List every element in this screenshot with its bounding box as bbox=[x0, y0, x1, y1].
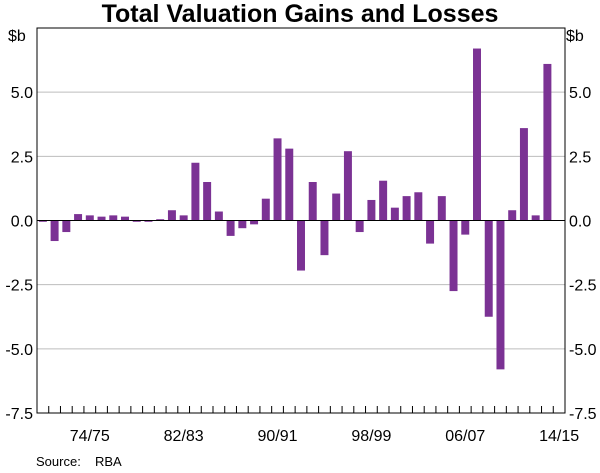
bar bbox=[543, 63, 552, 221]
bar bbox=[62, 220, 71, 233]
source-label: Source: bbox=[36, 454, 81, 469]
y-axis-unit-right: $b bbox=[566, 28, 584, 45]
bar bbox=[355, 220, 364, 233]
bar bbox=[191, 162, 200, 221]
y-tick-label-right: 5.0 bbox=[569, 85, 591, 102]
bar bbox=[473, 48, 481, 221]
y-tick-label-left: -2.5 bbox=[5, 278, 33, 295]
bar bbox=[156, 219, 165, 221]
y-tick-label-right: -7.5 bbox=[569, 406, 597, 423]
y-tick-label-right: -5.0 bbox=[569, 342, 597, 359]
bar bbox=[519, 128, 528, 221]
bar bbox=[273, 138, 282, 221]
bar bbox=[332, 193, 341, 221]
bar bbox=[109, 215, 118, 221]
bar bbox=[121, 216, 129, 221]
bar bbox=[484, 220, 493, 317]
y-tick-label-right: 2.5 bbox=[569, 149, 591, 166]
axis-ticks bbox=[48, 406, 554, 413]
y-tick-label-left: 0.0 bbox=[11, 214, 33, 231]
bar bbox=[508, 210, 517, 221]
x-tick-label: 98/99 bbox=[351, 428, 391, 445]
chart-title: Total Valuation Gains and Losses bbox=[102, 0, 499, 28]
bar bbox=[50, 220, 59, 242]
x-tick-label: 82/83 bbox=[164, 428, 204, 445]
bar bbox=[285, 148, 294, 221]
axis-labels: 5.0 5.0 2.5 2.5 0.0 0.0 -2.5 -2.5 -5.0 -5.0 -7.5 -7… bbox=[5, 85, 596, 445]
bar bbox=[261, 198, 270, 221]
bar bbox=[297, 220, 305, 271]
bar bbox=[250, 220, 259, 225]
bar bbox=[449, 220, 458, 292]
bar bbox=[85, 215, 94, 221]
x-tick-label: 90/91 bbox=[258, 428, 298, 445]
plot-frame bbox=[36, 27, 566, 414]
bar bbox=[414, 192, 423, 221]
bar bbox=[426, 220, 435, 244]
bar bbox=[214, 211, 223, 221]
source-value: RBA bbox=[95, 454, 122, 469]
bar bbox=[203, 182, 212, 221]
y-tick-label-left: 2.5 bbox=[11, 149, 33, 166]
bar bbox=[390, 207, 399, 221]
bar bbox=[343, 151, 352, 221]
bar bbox=[461, 220, 470, 235]
bar bbox=[74, 214, 83, 221]
bar bbox=[226, 220, 235, 236]
bar bbox=[97, 216, 106, 221]
y-axis-unit-left: $b bbox=[8, 28, 26, 45]
bar bbox=[144, 220, 153, 222]
y-tick-label-left: -7.5 bbox=[5, 406, 33, 423]
x-tick-label: 14/15 bbox=[539, 428, 579, 445]
bar bbox=[437, 196, 446, 221]
x-tick-label: 06/07 bbox=[445, 428, 485, 445]
bar bbox=[179, 215, 188, 221]
bar bbox=[132, 220, 141, 222]
bar bbox=[531, 215, 540, 221]
bar bbox=[320, 220, 329, 256]
x-tick-label: 74/75 bbox=[70, 428, 110, 445]
bar bbox=[238, 220, 247, 229]
bars bbox=[38, 48, 552, 370]
y-tick-label-right: -2.5 bbox=[569, 278, 597, 295]
bar bbox=[496, 220, 505, 370]
bar bbox=[379, 180, 388, 221]
bar bbox=[167, 210, 176, 221]
bar bbox=[308, 182, 317, 221]
y-tick-label-left: -5.0 bbox=[5, 342, 33, 359]
y-tick-label-left: 5.0 bbox=[11, 85, 33, 102]
bar bbox=[38, 220, 47, 222]
y-tick-label-right: 0.0 bbox=[569, 214, 591, 231]
bar bbox=[367, 199, 376, 221]
bar bbox=[402, 196, 411, 221]
